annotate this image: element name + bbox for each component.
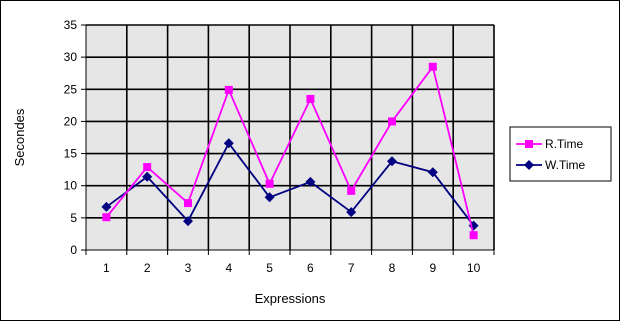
series-line bbox=[105, 64, 475, 236]
tick-labels: 0 5 10 15 20 25 30 35 1 2 3 4 5 6 7 8 9 10 bbox=[64, 18, 481, 275]
point-marker-square bbox=[224, 85, 233, 94]
point-marker-square bbox=[388, 117, 396, 126]
point-marker-diamond bbox=[524, 160, 534, 170]
x-tick-label: 7 bbox=[348, 261, 355, 275]
x-axis-title: Expressions bbox=[255, 291, 326, 306]
point-marker-square bbox=[428, 62, 437, 71]
x-tick-label: 9 bbox=[429, 261, 436, 275]
point-marker-square bbox=[469, 231, 478, 240]
y-tick-label: 5 bbox=[70, 211, 77, 225]
point-marker-diamond bbox=[305, 176, 316, 187]
x-tick-label: 8 bbox=[389, 261, 396, 275]
y-tick-label: 20 bbox=[64, 114, 78, 128]
point-marker-square bbox=[265, 179, 274, 188]
point-marker-diamond bbox=[346, 207, 357, 218]
x-tick-label: 2 bbox=[144, 261, 151, 275]
y-axis-title: Secondes bbox=[12, 108, 27, 166]
point-marker-diamond bbox=[183, 216, 193, 227]
point-marker-square bbox=[306, 94, 315, 103]
point-marker-diamond bbox=[101, 201, 112, 212]
y-tick-label: 0 bbox=[70, 243, 77, 257]
legend-item: R.Time bbox=[516, 137, 584, 151]
gridlines bbox=[86, 24, 495, 250]
x-tick-label: 5 bbox=[266, 261, 273, 275]
x-tick-label: 10 bbox=[467, 261, 481, 275]
point-marker-square bbox=[525, 140, 533, 148]
point-marker-diamond bbox=[264, 192, 275, 203]
series-line bbox=[105, 141, 475, 227]
x-tick-label: 1 bbox=[103, 261, 110, 275]
point-marker-square bbox=[347, 186, 356, 195]
legend: R.Time W.Time bbox=[509, 126, 612, 182]
y-tick-label: 35 bbox=[64, 18, 78, 32]
y-tick-label: 25 bbox=[64, 82, 78, 96]
y-tick-label: 15 bbox=[64, 147, 78, 161]
axes bbox=[81, 24, 495, 255]
legend-label: R.Time bbox=[545, 137, 584, 151]
series-w-time bbox=[101, 138, 479, 231]
point-marker-diamond bbox=[223, 138, 234, 149]
legend-label: W.Time bbox=[545, 158, 586, 172]
point-marker-square bbox=[102, 213, 111, 222]
y-tick-label: 30 bbox=[64, 50, 78, 64]
series bbox=[101, 62, 479, 240]
x-tick-label: 3 bbox=[185, 261, 192, 275]
point-marker-square bbox=[184, 199, 192, 208]
series-r-time bbox=[102, 62, 478, 240]
x-tick-label: 6 bbox=[307, 261, 314, 275]
legend-box bbox=[509, 126, 612, 182]
point-marker-diamond bbox=[427, 167, 438, 178]
x-tick-label: 4 bbox=[225, 261, 232, 275]
y-tick-label: 10 bbox=[64, 179, 78, 193]
point-marker-diamond bbox=[142, 171, 153, 182]
point-marker-diamond bbox=[387, 156, 397, 167]
point-marker-square bbox=[143, 163, 152, 172]
legend-item: W.Time bbox=[516, 158, 586, 172]
